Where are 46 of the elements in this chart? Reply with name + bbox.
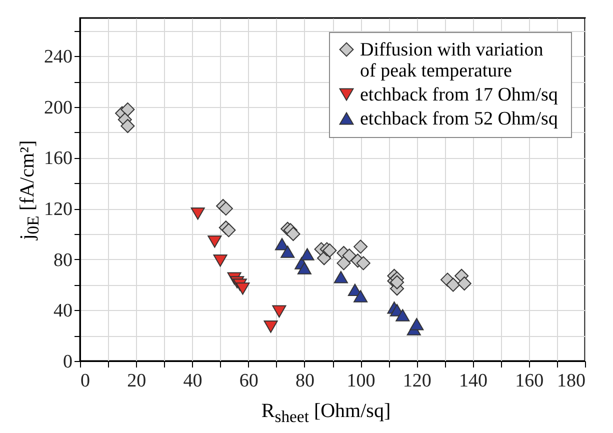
- x-tick-label: 60: [239, 370, 258, 392]
- y-tick-label: 200: [44, 97, 72, 118]
- point: [272, 305, 286, 318]
- point: [190, 207, 205, 220]
- y-tick-label: 160: [44, 148, 72, 170]
- point: [236, 282, 250, 295]
- point: [213, 254, 228, 267]
- point: [218, 202, 233, 216]
- point: [322, 243, 337, 258]
- point: [264, 320, 278, 333]
- x-tick-label: 140: [459, 370, 488, 392]
- point: [342, 248, 356, 263]
- point: [300, 248, 314, 260]
- point: [286, 226, 300, 241]
- x-tick-label: 40: [183, 370, 202, 392]
- point: [222, 223, 236, 238]
- point: [120, 102, 135, 116]
- x-tick-label: 160: [515, 370, 544, 392]
- legend-label: etchback from 52 Ohm/sq: [360, 108, 558, 130]
- point: [410, 318, 424, 330]
- point: [356, 256, 370, 270]
- y-tick-label: 0: [63, 352, 72, 372]
- x-tick-label: 80: [295, 370, 314, 392]
- point: [390, 275, 404, 290]
- y-tick-label: 240: [44, 46, 72, 68]
- point: [120, 118, 135, 133]
- x-tick-label: 0: [80, 370, 90, 392]
- y-tick-label: 40: [54, 300, 72, 322]
- x-tick-label: 20: [127, 370, 146, 392]
- point: [297, 262, 312, 274]
- point: [396, 309, 410, 322]
- x-tick-label: 180: [557, 370, 586, 392]
- y-tick-label: 120: [44, 199, 72, 220]
- x-tick-label: 120: [402, 370, 432, 392]
- x-tick-label: 100: [346, 370, 376, 392]
- point: [208, 235, 222, 248]
- point: [336, 256, 351, 270]
- point: [446, 278, 460, 292]
- y-tick-label: 80: [54, 250, 72, 271]
- point: [457, 276, 472, 291]
- point: [354, 290, 368, 302]
- legend-label: etchback from 17 Ohm/sq: [360, 84, 558, 106]
- x-axis-title: R$_{sheet}$ [Ohm/sq]: [261, 400, 391, 427]
- point: [354, 240, 368, 254]
- point: [280, 246, 295, 258]
- point: [334, 271, 348, 284]
